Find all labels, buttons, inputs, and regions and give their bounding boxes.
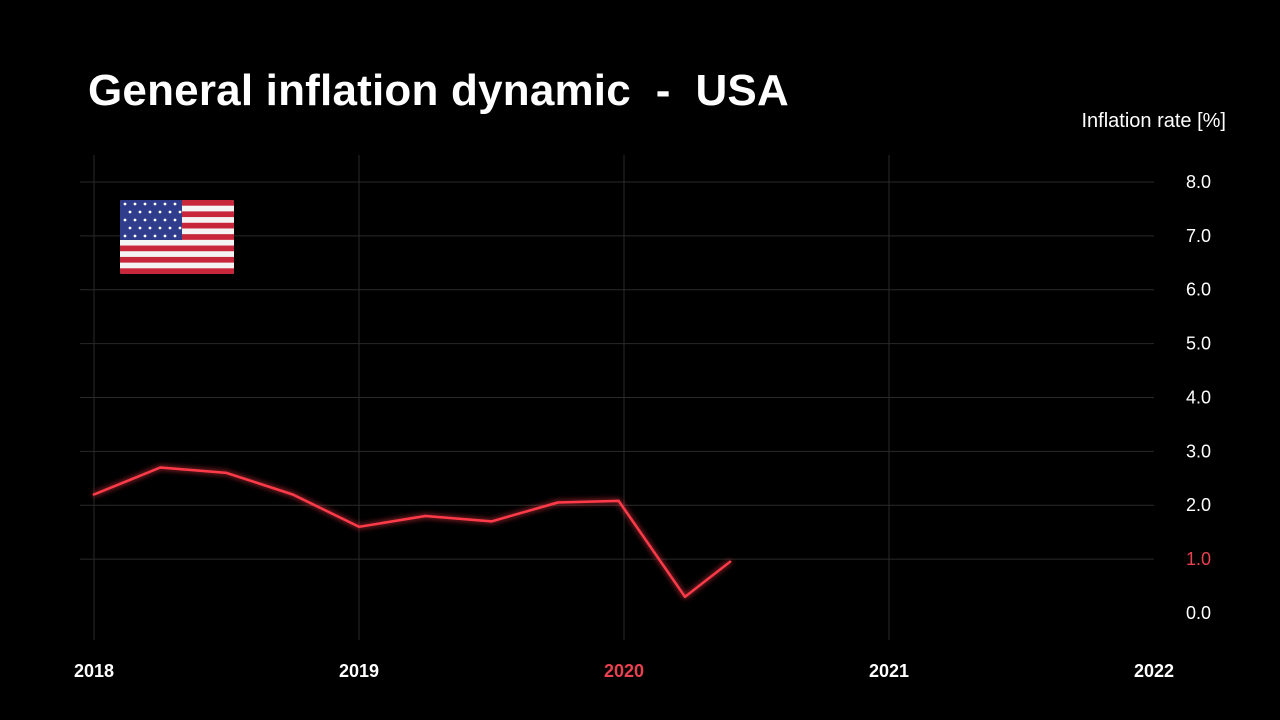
flag-star [128,210,132,214]
data-point [357,525,361,528]
data-point [159,466,162,469]
data-point [490,520,493,523]
flag-star [138,210,142,214]
flag-star [163,234,167,238]
x-tick-label: 2019 [339,661,379,681]
flag-star [163,202,167,206]
y-tick-label: 6.0 [1186,280,1211,300]
y-axis-title: Inflation rate [%] [1081,110,1226,132]
flag-star [173,218,177,222]
flag-star [133,234,137,238]
flag-star [123,234,127,238]
flag-star [158,226,162,230]
flag-star [128,226,132,230]
flag-star [168,210,172,214]
data-point [291,493,294,496]
axes [80,155,1166,642]
flag-stripe [120,245,234,252]
y-axis-ticks: 0.0 1.0 2.0 3.0 4.0 5.0 6.0 7.0 8.0 [1186,172,1211,623]
x-axis-ticks: 2018 2019 2020 2021 2022 [74,661,1174,681]
x-tick-label: 2020 [604,661,644,681]
flag-star [173,234,177,238]
flag-star [143,218,147,222]
y-tick-label: 3.0 [1186,441,1211,461]
x-tick-label: 2021 [869,661,909,681]
flag-star [178,210,182,214]
series-layer [92,466,732,599]
flag-star [153,218,157,222]
flag-star [133,218,137,222]
flag-star [123,218,127,222]
y-tick-label: 8.0 [1186,172,1211,192]
flag-star [143,202,147,206]
series-line [92,466,732,599]
flag-star [153,234,157,238]
y-tick-label: 2.0 [1186,495,1211,515]
data-point [617,499,620,503]
flag-star [143,234,147,238]
data-point [728,560,732,564]
y-tick-label: 0.0 [1186,603,1211,623]
x-tick-label: 2022 [1134,661,1174,681]
flag-star [148,210,152,214]
flag-star [148,226,152,230]
chart-title: General inflation dynamic - USA [88,66,789,115]
flag-star [153,202,157,206]
flag-stripe [120,256,234,263]
flag-stripe [120,268,234,274]
flag-star [138,226,142,230]
flag-star [168,226,172,230]
data-point [683,595,687,599]
flag-star [158,210,162,214]
flag-star [173,202,177,206]
data-point [92,493,96,496]
y-tick-label: 4.0 [1186,387,1211,407]
y-tick-label: 1.0 [1186,549,1211,569]
y-tick-label: 5.0 [1186,334,1211,354]
flag-star [178,226,182,230]
data-point [225,471,228,475]
flag-star [163,218,167,222]
x-tick-label: 2018 [74,661,114,681]
y-tick-label: 7.0 [1186,226,1211,246]
data-point [424,514,427,518]
us-flag-icon [120,200,234,274]
flag-star [123,202,127,206]
data-point [556,501,559,504]
flag-star [133,202,137,206]
horizontal-gridlines [80,181,1154,560]
